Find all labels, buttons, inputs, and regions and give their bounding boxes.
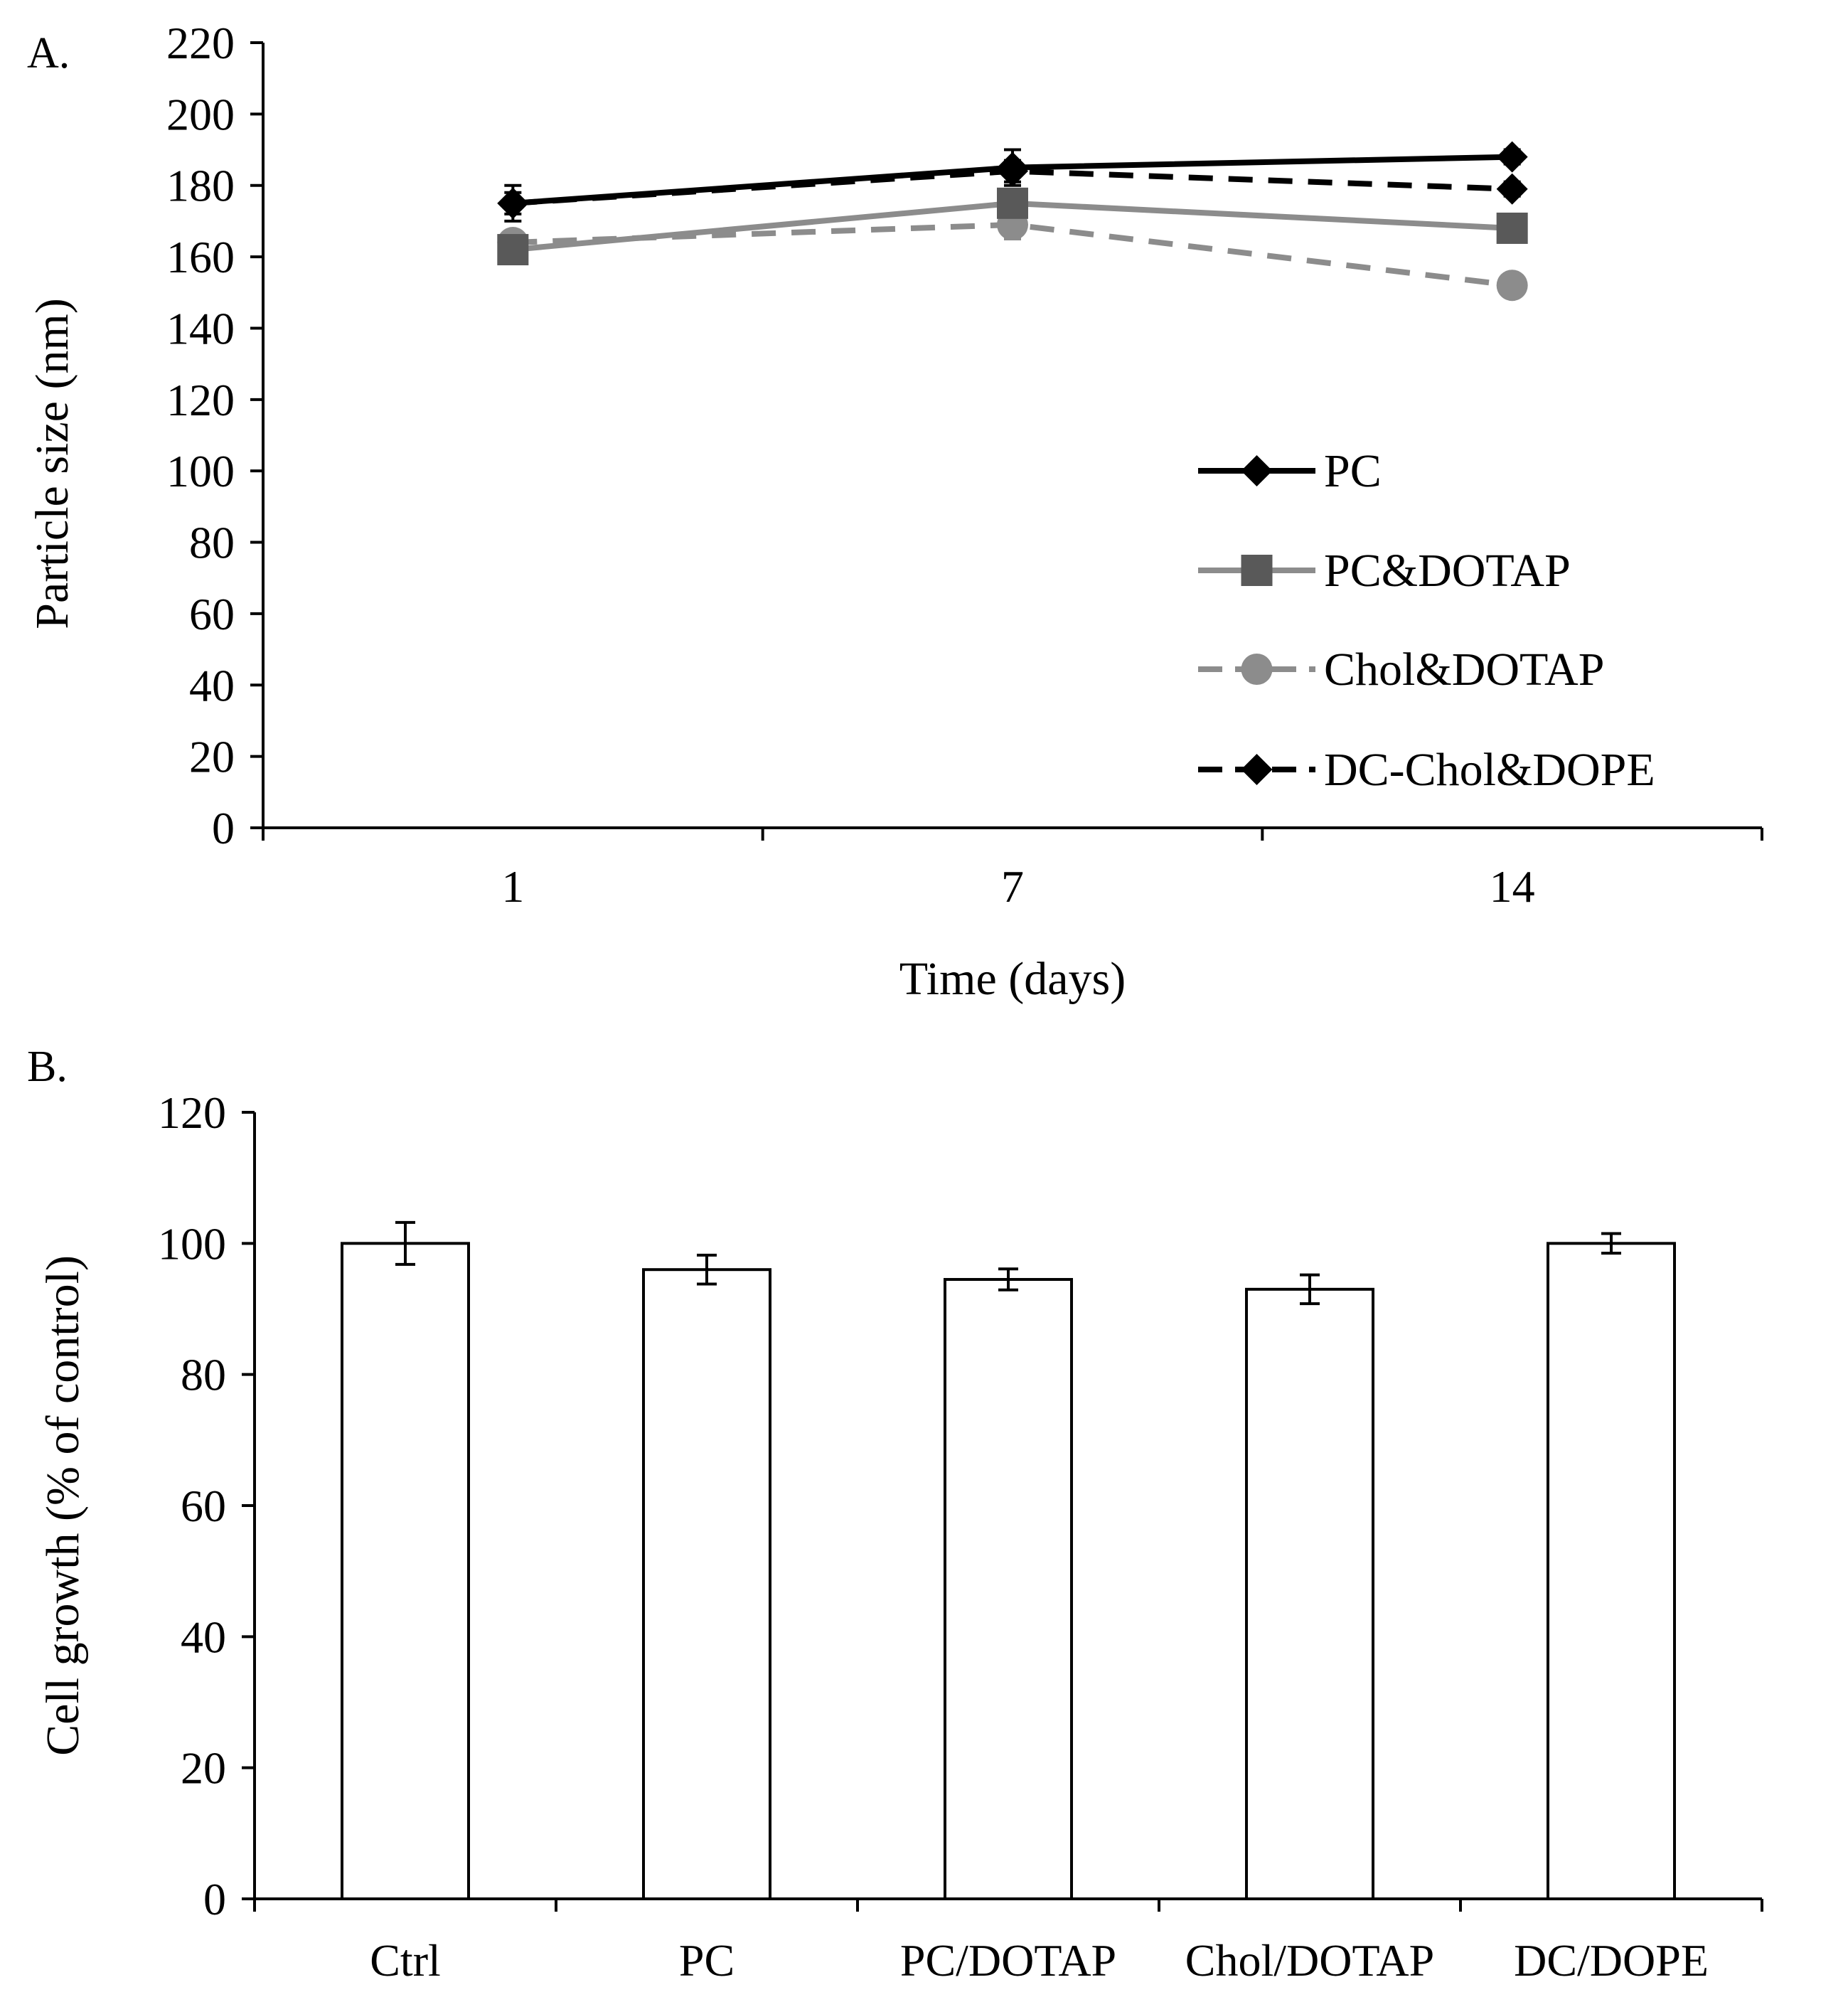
bar	[944, 1278, 1073, 1900]
y-tick-label: 100	[158, 1218, 226, 1269]
cell-growth-bar-chart: 0 20 40 60 80 100 120 Ctrl PC PC/DOTAP Chol/DOTAP D…	[37, 1087, 1763, 1986]
y-tick-label: 180	[166, 161, 235, 211]
x-tick-label: 7	[1001, 861, 1024, 912]
y-tick-label: 120	[158, 1087, 226, 1138]
data-point	[1496, 270, 1528, 302]
bar	[1245, 1287, 1374, 1900]
legend-swatch-marker	[1241, 654, 1273, 685]
bar-ctrl: Ctrl	[341, 1220, 470, 1986]
legend-swatch-marker	[1241, 555, 1273, 586]
x-tick-label: Ctrl	[370, 1935, 441, 1986]
y-tick-label: 220	[166, 18, 235, 68]
bar	[341, 1242, 470, 1901]
y-tick-label: 140	[166, 303, 235, 353]
data-point	[1496, 141, 1528, 173]
particle-size-line-chart: 0 20 40 60 80 100 120 140 160 180 200 220 1 7 14 Time (…	[26, 18, 1763, 1005]
y-axis-title: Particle size (nm)	[26, 298, 78, 629]
y-tick-label: 200	[166, 89, 235, 139]
legend-swatch-marker	[1241, 754, 1273, 785]
bar-dc-dope: DC/DOPE	[1514, 1232, 1709, 1986]
y-axis-title: Cell growth (% of control)	[37, 1255, 89, 1756]
bar-chol-dotap: Chol/DOTAP	[1185, 1273, 1434, 1986]
legend-item-pc: PC	[1198, 445, 1382, 497]
legend-label: PC	[1324, 445, 1382, 497]
legend-swatch-marker	[1241, 455, 1273, 486]
y-tick-label: 20	[189, 732, 235, 782]
legend-item-dc-chol-dope: DC-Chol&DOPE	[1198, 744, 1655, 796]
panel-a-label: A.	[27, 29, 70, 78]
data-point	[497, 187, 529, 219]
bar-pc: PC	[642, 1253, 771, 1986]
x-tick-label: DC/DOPE	[1514, 1935, 1709, 1986]
bar	[1547, 1242, 1676, 1901]
bar-pc-dotap: PC/DOTAP	[900, 1267, 1116, 1986]
y-tick-label: 160	[166, 232, 235, 282]
y-tick-label: 0	[203, 1874, 226, 1924]
x-tick-label: Chol/DOTAP	[1185, 1935, 1434, 1986]
legend-item-chol-dotap: Chol&DOTAP	[1198, 644, 1604, 696]
data-point	[997, 187, 1028, 219]
legend-label: PC&DOTAP	[1324, 545, 1571, 597]
series-pc-dotap	[497, 187, 1528, 266]
x-tick-label: 14	[1490, 861, 1535, 912]
y-tick-label: 80	[189, 518, 235, 568]
y-tick-label: 120	[166, 375, 235, 425]
y-tick-label: 20	[181, 1743, 226, 1794]
panel-b-label: B.	[27, 1043, 68, 1091]
legend-label: DC-Chol&DOPE	[1324, 744, 1655, 796]
legend: PC PC&DOTAP Chol&DOTAP DC-Chol&DOPE	[1198, 445, 1655, 796]
data-point	[997, 151, 1028, 183]
legend-item-pc-dotap: PC&DOTAP	[1198, 545, 1571, 597]
x-tick-label: PC/DOTAP	[900, 1935, 1116, 1986]
y-tick-label: 100	[166, 446, 235, 496]
y-tick-label: 40	[181, 1612, 226, 1662]
bar	[642, 1268, 771, 1900]
x-axis-title: Time (days)	[899, 953, 1126, 1005]
x-tick-label: PC	[679, 1935, 735, 1986]
data-point	[497, 234, 529, 266]
y-tick-label: 80	[181, 1350, 226, 1400]
x-tick-label: 1	[501, 861, 524, 912]
data-point	[1496, 212, 1528, 244]
y-tick-label: 40	[189, 660, 235, 710]
data-point	[1496, 173, 1528, 205]
y-tick-label: 60	[181, 1481, 226, 1531]
legend-label: Chol&DOTAP	[1324, 644, 1604, 696]
y-tick-label: 0	[212, 803, 235, 853]
series-pc	[497, 141, 1528, 223]
y-tick-label: 60	[189, 589, 235, 639]
